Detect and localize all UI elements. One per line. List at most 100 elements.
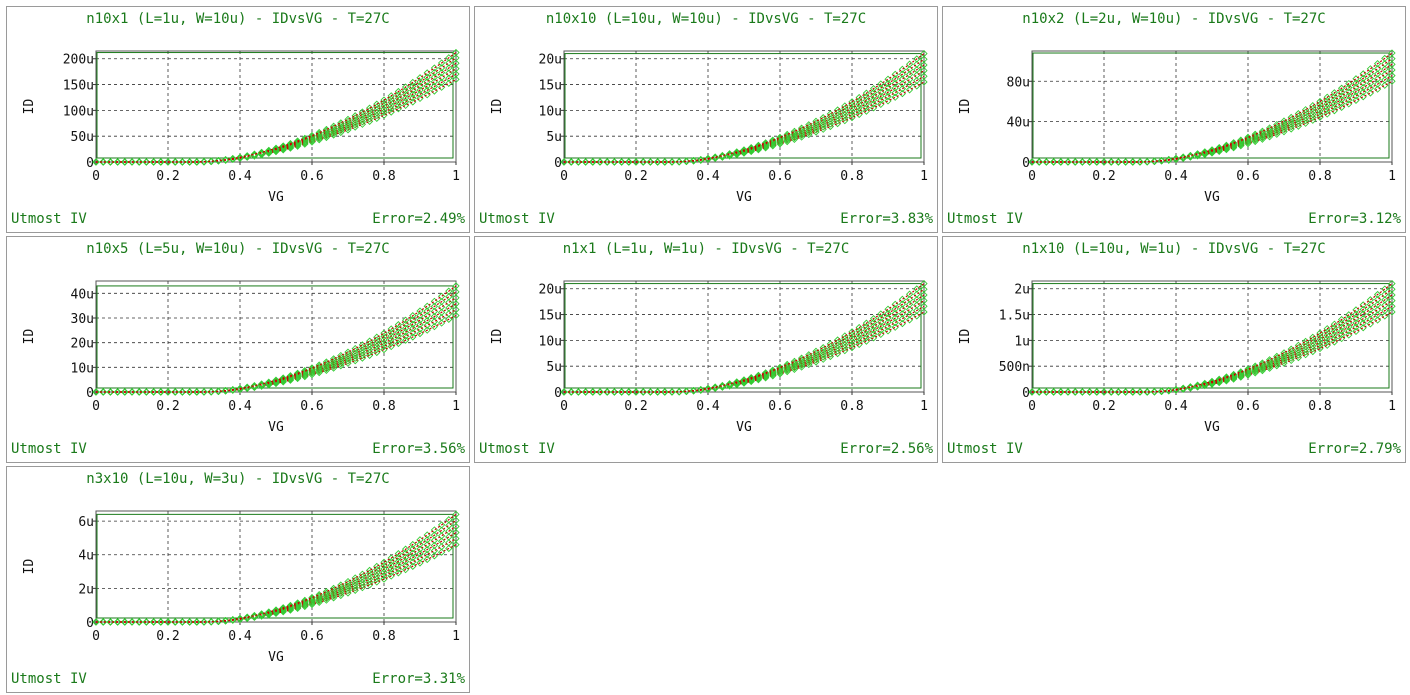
measured-point	[1222, 373, 1231, 381]
measured-point	[1042, 158, 1051, 166]
measured-point	[1057, 388, 1065, 396]
measured-point	[855, 93, 863, 102]
measured-point	[1301, 343, 1310, 351]
x-axis-label: VG	[268, 190, 284, 205]
measured-point	[452, 522, 460, 531]
measured-point	[913, 285, 921, 293]
y-tick-label: 30u	[71, 312, 94, 327]
measured-point	[293, 599, 302, 607]
measured-point	[855, 100, 863, 108]
measured-point	[668, 158, 676, 166]
measured-point	[452, 70, 460, 78]
measured-point	[1388, 60, 1396, 68]
measured-point	[646, 158, 655, 166]
y-tick-label: 80u	[1007, 75, 1030, 90]
measured-point	[697, 385, 705, 394]
measured-point	[157, 388, 165, 396]
measured-point	[1352, 319, 1360, 327]
measured-point	[409, 562, 417, 570]
measured-point	[1107, 388, 1115, 396]
x-tick-label: 1	[1388, 399, 1396, 414]
measured-point	[1388, 71, 1396, 80]
measured-point	[437, 59, 446, 67]
measured-point	[286, 602, 295, 611]
plot-frame	[95, 510, 457, 623]
x-tick-label: 0.8	[840, 169, 863, 184]
measured-point	[1388, 302, 1396, 310]
measured-point	[1381, 65, 1389, 73]
measured-point	[1388, 55, 1396, 63]
measured-point	[365, 346, 374, 354]
measured-point	[877, 314, 885, 322]
measured-point	[437, 548, 446, 556]
measured-point	[409, 324, 417, 333]
y-tick-label: 1.5u	[999, 309, 1030, 324]
measured-point	[653, 388, 662, 396]
chart-plot: 0 0.2 0.4 0.6 0.8 1 0 40u 80u VG ID	[958, 49, 1396, 205]
measured-point	[646, 388, 655, 396]
measured-point	[164, 158, 172, 166]
chart-panel-n10x5: n10x5 (L=5u, W=10u) - IDvsVG - T=27C 0 0.…	[6, 236, 470, 463]
measured-point	[92, 388, 100, 396]
measured-point	[121, 618, 129, 626]
measured-point	[920, 279, 928, 288]
measured-point	[920, 291, 928, 299]
measured-point	[452, 54, 460, 62]
chart-plot: 0 0.2 0.4 0.6 0.8 1 0 500n 1u 1.5u 2u VG ID	[958, 279, 1396, 435]
measured-point	[236, 614, 244, 623]
measured-point	[401, 557, 410, 566]
measured-point	[128, 388, 136, 396]
measured-point	[387, 101, 395, 110]
measured-point	[869, 314, 878, 323]
measured-point	[689, 156, 698, 165]
measured-point	[423, 316, 431, 325]
measured-point	[430, 552, 439, 560]
measured-point	[1388, 279, 1396, 288]
measured-point	[430, 531, 439, 539]
plot-frame	[1031, 280, 1393, 393]
measured-point	[1323, 335, 1331, 343]
x-tick-label: 0.2	[156, 399, 179, 414]
measured-point	[1129, 158, 1137, 166]
measured-point	[387, 332, 395, 340]
measured-point	[149, 388, 158, 396]
measured-point	[423, 307, 431, 315]
measured-point	[445, 304, 453, 312]
x-tick-label: 0.6	[1236, 399, 1259, 414]
measured-point	[1345, 315, 1353, 323]
measured-point	[740, 146, 748, 154]
measured-point	[452, 516, 460, 525]
measured-point	[920, 302, 928, 310]
measured-point	[1359, 305, 1367, 314]
measured-point	[1337, 96, 1346, 104]
y-tick-label: 0	[554, 386, 562, 401]
x-tick-label: 0	[1028, 169, 1036, 184]
measured-point	[862, 319, 871, 327]
measured-point	[898, 300, 907, 308]
measured-point	[1143, 388, 1151, 396]
measured-point	[639, 388, 647, 396]
measured-point	[682, 387, 691, 395]
measured-point	[1359, 314, 1367, 323]
measured-point	[1388, 308, 1396, 316]
measured-point	[1337, 315, 1346, 324]
measured-point	[1078, 158, 1087, 166]
measured-point	[445, 315, 453, 323]
measured-point	[1388, 285, 1396, 293]
measured-point	[862, 100, 871, 108]
measured-point	[380, 568, 388, 576]
measured-point	[452, 528, 460, 537]
measured-point	[308, 371, 316, 379]
measured-point	[401, 545, 410, 553]
measured-point	[279, 143, 287, 151]
measured-point	[207, 618, 215, 626]
simulated-curve	[1032, 52, 1393, 163]
y-tick-label: 20u	[539, 53, 562, 68]
measured-point	[567, 388, 575, 396]
measured-point	[229, 615, 237, 624]
measured-point	[1071, 158, 1079, 166]
measured-point	[668, 388, 676, 396]
y-tick-label: 0	[86, 156, 94, 171]
measured-point	[1359, 74, 1367, 83]
x-tick-label: 0	[560, 399, 568, 414]
